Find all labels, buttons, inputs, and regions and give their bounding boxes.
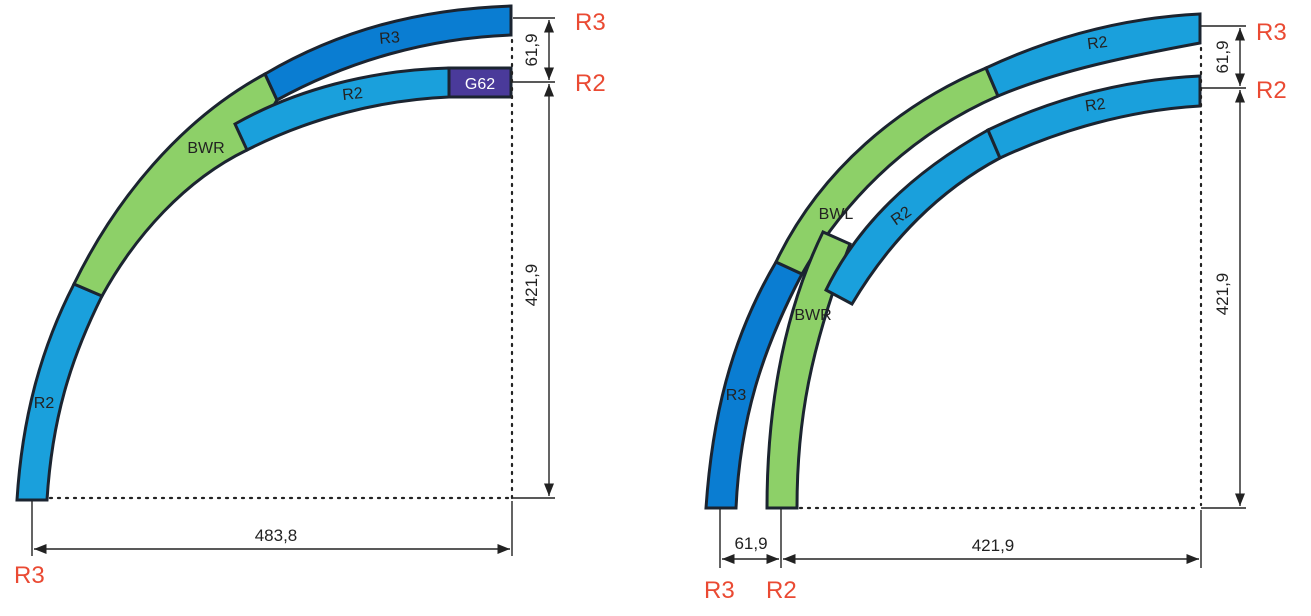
right-r3-lower-label: R3	[726, 387, 747, 404]
right-radius-r3-bottom: R3	[704, 577, 735, 604]
left-layout: R3 R2 G62 BWR R2 61,9 421,9 483,8 R3 R2 …	[14, 4, 606, 589]
right-layout: R2 R2 BWL R2 BWR R3 61,9 421,9 61,9 421,…	[704, 12, 1287, 604]
left-g62-label: G62	[465, 76, 495, 93]
left-r3-top-label: R3	[379, 29, 401, 48]
right-r2-outer-label: R2	[1086, 34, 1108, 53]
right-dim-spacing-horizontal-label: 61,9	[734, 534, 767, 553]
right-r2-outer-segment	[984, 12, 1202, 98]
right-r2-inner-label: R2	[1084, 96, 1107, 116]
right-radius-r2-bottom: R2	[766, 577, 797, 604]
right-radius-r2-top: R2	[1256, 77, 1287, 104]
left-dim-vertical-label: 421,9	[522, 264, 541, 307]
right-bwr-segment	[765, 230, 852, 510]
left-r3-top-segment	[263, 4, 513, 103]
right-dim-vertical-label: 421,9	[1213, 273, 1232, 316]
left-g62-segment	[447, 66, 513, 99]
right-radius-r3-top: R3	[1256, 19, 1287, 46]
right-dim-horizontal-label: 421,9	[972, 536, 1015, 555]
left-r2-top-label: R2	[341, 85, 363, 104]
left-bwr-label: BWR	[187, 140, 224, 157]
right-bwl-label: BWL	[819, 206, 854, 223]
left-radius-r3-top: R3	[575, 9, 606, 36]
left-dim-spacing-label: 61,9	[522, 33, 541, 66]
left-radius-r3-bottom: R3	[14, 562, 45, 589]
left-r2-lower-segment	[15, 282, 105, 502]
left-bwr-segment	[71, 71, 279, 298]
left-dim-horizontal-label: 483,8	[255, 526, 298, 545]
right-dim-spacing-vertical-label: 61,9	[1213, 40, 1232, 73]
left-r2-lower-label: R2	[34, 395, 55, 412]
left-radius-r2-top: R2	[575, 70, 606, 97]
right-bwr-label: BWR	[794, 307, 831, 324]
